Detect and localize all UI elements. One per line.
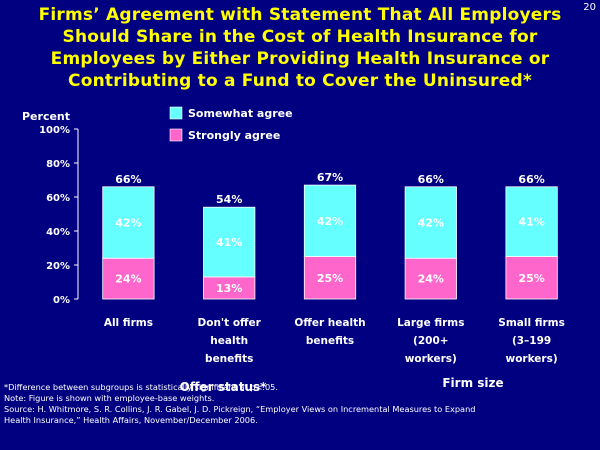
- bar-strongly-agree: [303, 256, 357, 300]
- bar-strongly-agree: [505, 256, 558, 300]
- group-label-firm-size: Firm size: [442, 376, 503, 390]
- bar-total-label: 67%: [317, 171, 343, 184]
- bar-somewhat-agree: [203, 206, 256, 278]
- bar-value-label: 42%: [115, 217, 141, 230]
- title-line-3: Employees by Either Providing Health Ins…: [50, 49, 550, 69]
- y-tick-label: 0%: [53, 295, 70, 306]
- x-category-label: benefits: [306, 335, 354, 347]
- x-category-label: All firms: [104, 317, 153, 329]
- x-category-label: Small firms: [498, 317, 565, 329]
- group-label-offer-status: Offer status*: [180, 380, 268, 394]
- x-category-label: benefits: [205, 353, 253, 365]
- bar-total-label: 66%: [115, 173, 141, 186]
- legend-swatch: [169, 106, 183, 120]
- legend-swatch: [169, 128, 183, 142]
- x-category-label: Don't offer: [198, 317, 262, 329]
- slide-number: 20: [583, 2, 596, 13]
- legend-label: Somewhat agree: [188, 107, 293, 120]
- y-tick-label: 20%: [46, 261, 70, 272]
- footnote-3: Source: H. Whitmore, S. R. Collins, J. R…: [4, 404, 476, 414]
- footnote-4: Health Insurance,” Health Affairs, Novem…: [4, 415, 258, 425]
- bar-somewhat-agree: [404, 186, 457, 259]
- title-line-4: Contributing to a Fund to Cover the Unin…: [68, 71, 532, 91]
- bar-total-label: 66%: [518, 173, 544, 186]
- bar-value-label: 24%: [115, 273, 141, 286]
- bar-total-label: 66%: [418, 173, 444, 186]
- bar-value-label: 13%: [216, 282, 242, 295]
- bar-strongly-agree: [102, 257, 155, 300]
- bar-somewhat-agree: [505, 186, 558, 257]
- title-line-1: Firms’ Agreement with Statement That All…: [38, 5, 562, 25]
- x-category-label: Large firms: [397, 317, 464, 329]
- footnotes: *Difference between subgroups is statist…: [4, 382, 594, 426]
- y-tick-label: 40%: [46, 227, 70, 238]
- y-tick-label: 100%: [39, 125, 70, 136]
- x-category-label: (3–199: [512, 335, 551, 347]
- x-category-label: (200+: [413, 335, 449, 347]
- x-category-label: Offer health: [294, 317, 365, 329]
- title-line-2: Should Share in the Cost of Health Insur…: [62, 27, 538, 47]
- legend-label: Strongly agree: [188, 129, 280, 142]
- bar-somewhat-agree: [102, 186, 155, 259]
- bar-value-label: 42%: [317, 215, 343, 228]
- chart-title: Firms’ Agreement with Statement That All…: [0, 4, 600, 92]
- y-tick-label: 80%: [46, 159, 70, 170]
- x-category-label: health: [210, 335, 248, 347]
- y-axis-label: Percent: [22, 110, 70, 123]
- y-tick-label: 60%: [46, 193, 70, 204]
- bar-value-label: 42%: [418, 217, 444, 230]
- bar-value-label: 41%: [216, 236, 242, 249]
- bar-value-label: 24%: [418, 273, 444, 286]
- bar-value-label: 41%: [518, 216, 544, 229]
- footnote-1: *Difference between subgroups is statist…: [4, 382, 278, 392]
- bar-total-label: 54%: [216, 193, 242, 206]
- footnote-2: Note: Figure is shown with employee-base…: [4, 393, 215, 403]
- bar-value-label: 25%: [518, 272, 544, 285]
- x-category-label: workers): [506, 353, 558, 365]
- x-category-label: workers): [405, 353, 457, 365]
- bar-somewhat-agree: [303, 184, 357, 257]
- bar-value-label: 25%: [317, 272, 343, 285]
